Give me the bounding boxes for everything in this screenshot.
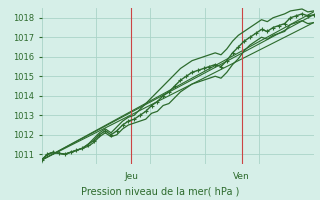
Text: Pression niveau de la mer( hPa ): Pression niveau de la mer( hPa ) [81,186,239,196]
Text: Ven: Ven [233,172,250,181]
Text: Jeu: Jeu [124,172,138,181]
